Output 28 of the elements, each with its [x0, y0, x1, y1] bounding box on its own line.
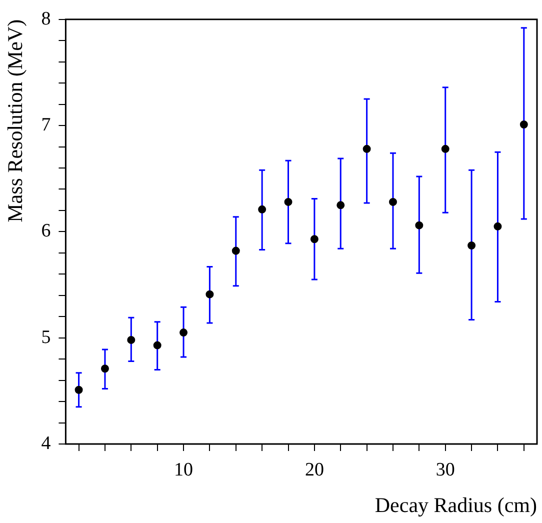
point — [153, 341, 162, 350]
point — [336, 201, 345, 210]
y-tick-label: 8 — [41, 8, 51, 30]
x-tick-label: 20 — [304, 459, 324, 480]
point — [74, 386, 83, 394]
y-axis-title: Mass Resolution (MeV) — [3, 19, 28, 222]
y-tick-label: 7 — [41, 114, 51, 136]
point — [310, 235, 318, 244]
point — [520, 120, 528, 128]
x-tick-label: 30 — [436, 459, 455, 480]
point — [468, 242, 476, 250]
x-axis-title: Decay Radius (cm) — [374, 492, 537, 517]
point — [415, 221, 424, 230]
point — [494, 222, 502, 230]
point — [388, 198, 397, 206]
point — [258, 205, 266, 214]
point — [362, 144, 371, 153]
point — [232, 246, 240, 255]
x-tick-label: 10 — [174, 459, 194, 480]
point — [100, 364, 109, 373]
y-tick-label: 6 — [41, 220, 51, 242]
point — [284, 198, 292, 206]
point — [206, 290, 214, 298]
point — [127, 336, 136, 344]
y-tick-label: 4 — [41, 432, 52, 454]
y-tick-label: 5 — [41, 326, 51, 348]
point — [180, 328, 188, 337]
point — [441, 144, 450, 153]
